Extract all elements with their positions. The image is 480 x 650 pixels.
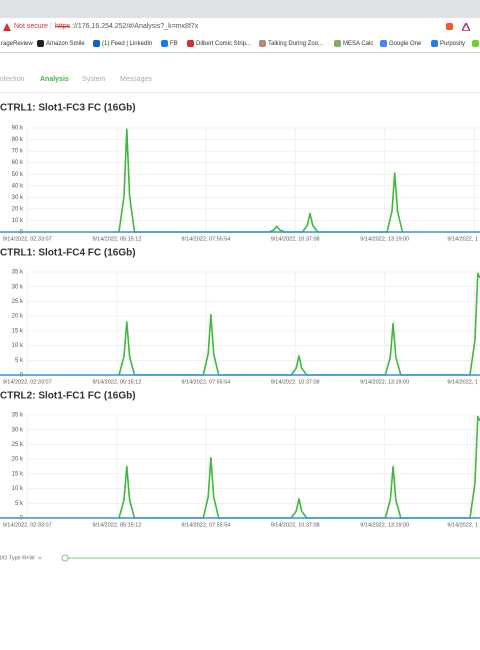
y-tick-label: 10 k (12, 343, 24, 349)
x-tick-label: 9/14/2022, 05:15:12 (92, 236, 141, 242)
bookmark-icon (93, 40, 100, 47)
x-tick-label: 9/14/2022, 02:33:07 (3, 522, 52, 528)
y-tick-label: 90 k (12, 126, 24, 132)
nav-tab[interactable]: System (82, 76, 106, 83)
bookmark-icon (380, 40, 387, 47)
io-type-select[interactable]: I/O Type R+W (0, 555, 35, 561)
y-tick-label: 30 k (12, 284, 24, 290)
series-line (118, 128, 404, 233)
y-tick-label: 10 k (12, 486, 24, 492)
x-tick-label: 9/14/2022, 07:55:54 (181, 379, 230, 385)
bookmark[interactable]: Purposity (440, 41, 466, 47)
warning-icon (3, 23, 11, 31)
nav-tab[interactable]: Messages (120, 76, 152, 83)
x-tick-label: 9/14/2022, 05:15:12 (92, 379, 141, 385)
x-tick-label: 9/14/2022, 13:19:00 (360, 236, 409, 242)
y-tick-label: 35 k (12, 270, 24, 276)
url[interactable]: ://176.16.254.252/#/Analysis?_k=mx8f7x (72, 23, 199, 30)
bookmark-icon (334, 40, 341, 47)
bookmark[interactable]: Google One (389, 41, 422, 47)
bookmark-icon (472, 40, 479, 47)
x-tick-label: 9/14/2022, 02:33:07 (3, 379, 52, 385)
brave-icon[interactable] (446, 23, 453, 30)
chart-title: CTRL1: Slot1-FC4 FC (16Gb) (0, 248, 136, 259)
y-tick-label: 50 k (12, 172, 24, 178)
x-tick-label: 9/14/2022, 1 (447, 379, 478, 385)
nav-divider (0, 92, 480, 93)
y-tick-label: 70 k (12, 149, 24, 155)
url-scheme: https (55, 23, 71, 30)
address-bar[interactable]: Not secure | https ://176.16.254.252/#/A… (0, 18, 480, 36)
y-tick-label: 20 k (12, 457, 24, 463)
y-tick-label: 5 k (15, 501, 24, 507)
y-tick-label: 15 k (12, 471, 24, 477)
chart-title: CTRL1: Slot1-FC3 FC (16Gb) (0, 103, 136, 114)
separator: | (50, 23, 52, 30)
nav-tab[interactable]: otection (0, 76, 25, 83)
x-tick-label: 9/14/2022, 07:55:54 (181, 522, 230, 528)
tab-strip (0, 0, 480, 18)
x-tick-label: 9/14/2022, 13:19:00 (360, 379, 409, 385)
slider-handle[interactable] (61, 554, 69, 562)
y-tick-label: 35 k (12, 413, 24, 419)
x-tick-label: 9/14/2022, 02:33:07 (3, 236, 52, 242)
bookmark[interactable]: Talking During Zoo... (268, 41, 324, 47)
y-tick-label: 5 k (15, 358, 24, 364)
y-tick-label: 20 k (12, 314, 24, 320)
y-tick-label: 10 k (12, 218, 24, 224)
extension-icon[interactable] (462, 23, 470, 31)
y-tick-label: 25 k (12, 299, 24, 305)
y-tick-label: 60 k (12, 160, 24, 166)
y-tick-label: 20 k (12, 206, 24, 212)
security-label[interactable]: Not secure (14, 23, 48, 30)
x-tick-label: 9/14/2022, 07:55:54 (181, 236, 230, 242)
x-tick-label: 9/14/2022, 1 (447, 236, 478, 242)
bookmark[interactable]: Dilbert Comic Strip... (196, 41, 252, 47)
y-tick-label: 30 k (12, 427, 24, 433)
bookmark[interactable]: Amazon Smile (46, 41, 85, 47)
series-line (118, 272, 480, 376)
nav-tab-active[interactable]: Analysis (40, 76, 69, 83)
dropdown-caret (37, 556, 43, 560)
x-tick-label: 9/14/2022, 1 (447, 522, 478, 528)
bookmark-icon (161, 40, 168, 47)
y-tick-label: 25 k (12, 442, 24, 448)
series-line (118, 415, 480, 519)
bookmark[interactable]: (1) Feed | LinkedIn (102, 41, 153, 47)
bookmark[interactable]: rageReview (1, 41, 33, 47)
bookmark[interactable]: MESA Calc (343, 41, 374, 47)
bookmark-icon (259, 40, 266, 47)
y-tick-label: 40 k (12, 183, 24, 189)
x-tick-label: 9/14/2022, 10:37:08 (271, 522, 320, 528)
x-tick-label: 9/14/2022, 10:37:08 (271, 379, 320, 385)
y-tick-label: 80 k (12, 137, 24, 143)
x-tick-label: 9/14/2022, 13:19:00 (360, 522, 409, 528)
y-tick-label: 30 k (12, 195, 24, 201)
y-tick-label: 15 k (12, 328, 24, 334)
bookmark-icon (187, 40, 194, 47)
chart-title: CTRL2: Slot1-FC1 FC (16Gb) (0, 391, 136, 402)
bookmarks-bar: rageReview Amazon Smile (1) Feed | LinkedI… (0, 36, 480, 53)
bookmark-icon (37, 40, 44, 47)
x-tick-label: 9/14/2022, 10:37:08 (271, 236, 320, 242)
bookmark[interactable]: FB (170, 41, 178, 47)
bookmark-icon (431, 40, 438, 47)
x-tick-label: 9/14/2022, 05:15:12 (92, 522, 141, 528)
